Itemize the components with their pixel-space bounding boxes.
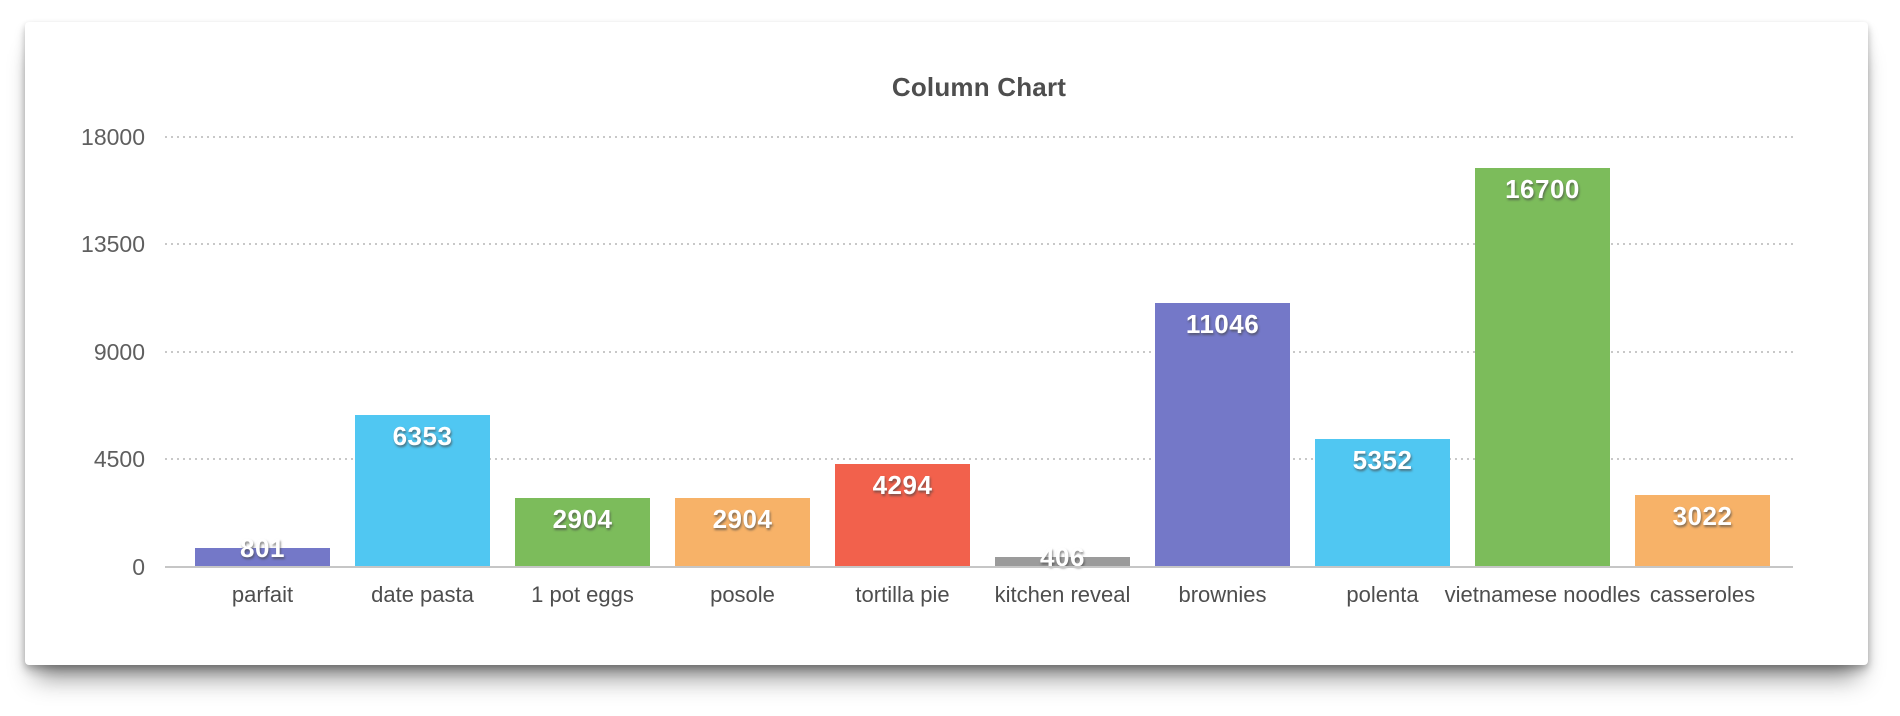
- gridline-4500: [165, 458, 1793, 460]
- category-label-parfait: parfait: [231, 582, 294, 607]
- y-tick-label-13500: 13500: [81, 231, 145, 257]
- bar-value-label: 16700: [1505, 174, 1580, 204]
- y-tick-label-18000: 18000: [81, 124, 145, 150]
- bar-polenta: [1315, 439, 1450, 567]
- category-label-tortilla-pie: tortilla pie: [855, 582, 950, 607]
- bar-casseroles: [1635, 495, 1770, 567]
- gridline-18000: [165, 136, 1793, 138]
- bar-tortilla-pie: [835, 464, 970, 567]
- bar-value-label: 5352: [1352, 445, 1413, 475]
- category-label-date-pasta: date pasta: [371, 582, 474, 607]
- bar-date-pasta: [355, 415, 490, 567]
- x-axis-line: [165, 566, 1793, 568]
- bar-value-label: 11046: [1185, 309, 1260, 339]
- category-label-1-pot-eggs: 1 pot eggs: [531, 582, 634, 607]
- gridline-13500: [165, 243, 1793, 245]
- bar-kitchen-reveal: [995, 557, 1130, 567]
- category-label-vietnamese-noodles: vietnamese noodles: [1444, 582, 1641, 607]
- chart-card: Column Chart 0 4500 9000 13500 18000 801 6353…: [25, 22, 1868, 665]
- chart-title: Column Chart: [891, 72, 1067, 102]
- bar-value-label: 6353: [392, 421, 453, 451]
- bar-parfait: [195, 548, 330, 567]
- bar-vietnamese-noodles: [1475, 168, 1610, 567]
- bar-value-label: 2904: [552, 504, 613, 534]
- category-label-brownies: brownies: [1178, 582, 1267, 607]
- bar-brownies: [1155, 303, 1290, 567]
- y-tick-label-0: 0: [132, 554, 145, 580]
- category-label-casseroles: casseroles: [1649, 582, 1756, 607]
- bar-value-label: 406: [1040, 542, 1085, 572]
- bar-value-label: 3022: [1672, 501, 1733, 531]
- category-label-kitchen-reveal: kitchen reveal: [994, 582, 1131, 607]
- bar-value-label: 4294: [872, 470, 933, 500]
- category-label-polenta: polenta: [1346, 582, 1419, 607]
- y-tick-label-4500: 4500: [93, 446, 145, 472]
- bar-value-label: 2904: [712, 504, 773, 534]
- gridline-9000: [165, 351, 1793, 353]
- y-tick-label-9000: 9000: [93, 339, 145, 365]
- bar-value-label: 801: [240, 533, 285, 563]
- bar-1-pot-eggs: [515, 498, 650, 567]
- bar-posole: [675, 498, 810, 567]
- category-label-posole: posole: [710, 582, 775, 607]
